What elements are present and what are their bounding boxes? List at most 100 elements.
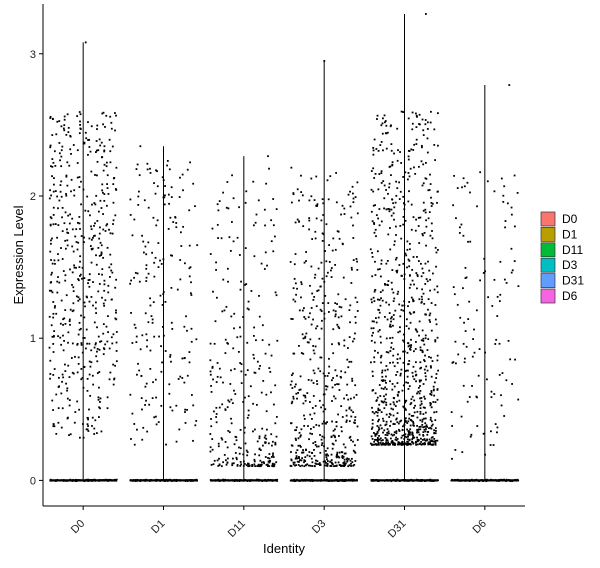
data-point [385, 413, 388, 416]
data-point [273, 479, 275, 481]
data-point [399, 151, 401, 153]
data-point [134, 271, 137, 274]
data-point [99, 397, 102, 400]
data-point [312, 442, 315, 445]
data-point [476, 425, 479, 427]
data-point [289, 464, 292, 467]
data-point [430, 196, 432, 199]
data-point [332, 352, 335, 355]
data-point [424, 425, 427, 428]
data-point [341, 480, 343, 482]
data-point [154, 256, 157, 259]
data-point [426, 349, 429, 351]
data-point [453, 174, 455, 177]
data-point [401, 304, 404, 307]
data-point [106, 183, 108, 185]
data-point [209, 253, 212, 255]
data-point [307, 316, 310, 319]
data-point [427, 442, 430, 445]
data-point [58, 152, 61, 155]
data-point [115, 278, 118, 281]
data-point [374, 317, 377, 319]
data-point [231, 174, 233, 177]
data-point [52, 409, 55, 411]
data-point [416, 436, 418, 439]
data-point [295, 293, 297, 296]
data-point [375, 438, 378, 441]
data-point [64, 370, 67, 372]
data-point [114, 214, 117, 217]
data-point [475, 478, 478, 481]
data-point [422, 163, 425, 166]
data-point [419, 442, 421, 445]
data-point [383, 429, 386, 432]
data-point [56, 280, 59, 283]
data-point [92, 383, 95, 386]
data-point [70, 190, 72, 193]
data-point [384, 386, 387, 389]
data-point [242, 460, 245, 463]
data-point [416, 424, 419, 427]
data-point [267, 155, 269, 158]
data-point [381, 400, 384, 403]
data-point [353, 478, 355, 481]
data-point [385, 443, 387, 446]
data-point [211, 227, 214, 230]
data-point [421, 118, 424, 121]
data-point [217, 237, 219, 239]
data-point [376, 298, 379, 301]
data-point [396, 358, 399, 361]
data-point [430, 427, 433, 430]
data-point [428, 479, 431, 482]
data-point [396, 421, 399, 424]
data-point [406, 480, 408, 482]
data-point [184, 262, 186, 265]
data-point [246, 479, 249, 482]
data-point [411, 433, 414, 436]
data-point [50, 239, 52, 242]
data-point [379, 395, 382, 397]
data-point [228, 479, 231, 482]
data-point [60, 165, 63, 168]
data-point [110, 127, 113, 130]
data-point [319, 434, 321, 436]
data-point [424, 430, 427, 433]
data-point [422, 431, 425, 434]
data-point [50, 242, 52, 245]
data-point [429, 312, 432, 315]
data-point [343, 463, 346, 465]
data-point [216, 203, 219, 206]
data-point [429, 440, 432, 443]
data-point [399, 190, 402, 193]
data-point [299, 444, 301, 447]
data-point [463, 321, 465, 324]
data-point [245, 449, 248, 452]
data-point [388, 186, 390, 189]
data-point [378, 309, 380, 311]
data-point [405, 318, 408, 321]
data-point [242, 453, 245, 456]
data-point [230, 315, 233, 318]
data-point [430, 420, 433, 423]
data-point [431, 360, 434, 362]
data-point [326, 421, 329, 424]
data-point [425, 278, 428, 281]
data-point [231, 462, 234, 465]
data-point [51, 175, 53, 178]
data-point [63, 118, 66, 121]
data-point [112, 183, 115, 186]
data-point [451, 479, 454, 481]
data-point [155, 169, 157, 172]
data-point [72, 144, 75, 146]
legend-label: D6 [562, 289, 578, 303]
data-point [89, 214, 91, 217]
data-point [336, 456, 338, 459]
data-point [77, 356, 80, 359]
data-point [86, 342, 89, 345]
data-point [503, 185, 506, 188]
data-point [347, 366, 350, 369]
data-point [375, 399, 378, 402]
data-point [425, 244, 427, 247]
data-point [176, 288, 179, 291]
data-point [289, 261, 292, 263]
